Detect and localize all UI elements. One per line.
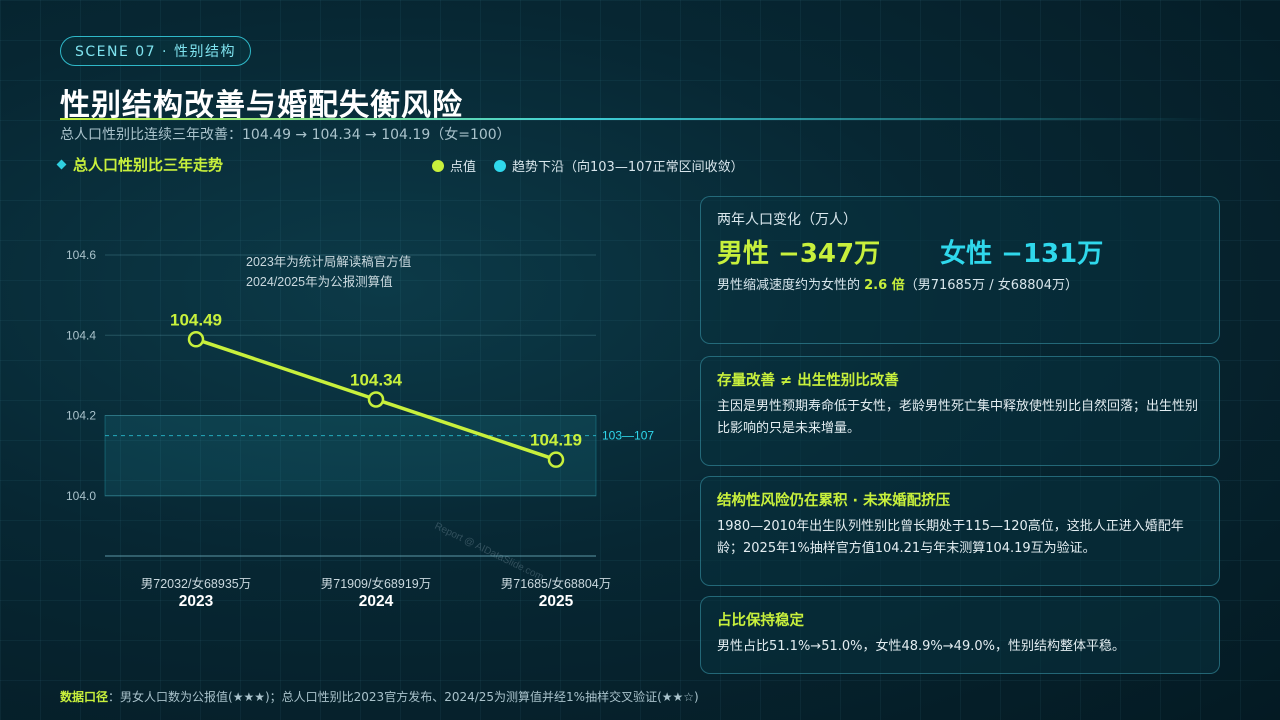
population-change-card: 两年人口变化（万人） 男性 −347万 女性 −131万 男性缩减速度约为女性的… — [700, 196, 1220, 344]
chart-annotation: 2024/2025年为公报测算值 — [246, 274, 393, 289]
card-body: 男性占比51.1%→51.0%，女性48.9%→49.0%，性别结构整体平稳。 — [717, 639, 1125, 654]
data-point — [367, 391, 385, 408]
data-label: 104.34 — [350, 370, 403, 389]
x-tick-sublabel: 男71685/女68804万 — [501, 576, 612, 591]
watermark-text: Report @ AIDataSlide.com — [433, 521, 545, 583]
page-subtitle: 总人口性别比连续三年改善：104.49 → 104.34 → 104.19（女=… — [60, 127, 511, 143]
stock-improvement-card: 存量改善 ≠ 出生性别比改善 主因是男性预期寿命低于女性，老龄男性死亡集中释放使… — [700, 356, 1220, 466]
change-figures: 男性 −347万 女性 −131万 — [717, 233, 1203, 270]
card-body: 1980—2010年出生队列性别比曾长期处于115—120高位，这批人正进入婚配… — [717, 519, 1184, 556]
card-title: 占比保持稳定 — [717, 613, 804, 629]
y-tick-label: 104.0 — [66, 489, 96, 503]
marriage-squeeze-card: 结构性风险仍在累积 · 未来婚配挤压 1980—2010年出生队列性别比曾长期处… — [700, 476, 1220, 586]
x-tick-label: 2023 — [179, 593, 214, 610]
share-stable-card: 占比保持稳定 男性占比51.1%→51.0%，女性48.9%→49.0%，性别结… — [700, 596, 1220, 674]
legend-label: 趋势下沿（向103—107正常区间收敛） — [512, 160, 744, 175]
note-text: 男性缩减速度约为女性的 — [717, 278, 865, 293]
scene-badge: SCENE 07 · 性别结构 — [60, 36, 251, 66]
card-title: 存量改善 ≠ 出生性别比改善 — [717, 373, 899, 389]
title-divider — [60, 118, 1210, 120]
legend-item-points: 点值 — [432, 156, 476, 175]
chart-legend: 点值 趋势下沿（向103—107正常区间收敛） — [432, 156, 752, 175]
card-heading: 两年人口变化（万人） — [717, 212, 857, 228]
card-title: 结构性风险仍在累积 · 未来婚配挤压 — [717, 493, 951, 509]
data-point — [547, 451, 565, 468]
female-change: 女性 −131万 — [940, 239, 1104, 269]
x-tick-sublabel: 男72032/女68935万 — [141, 576, 252, 591]
legend-label: 点值 — [450, 160, 477, 175]
y-tick-label: 104.6 — [66, 248, 96, 262]
data-point — [187, 331, 205, 348]
legend-dot-icon — [494, 159, 507, 172]
footnote-label: 数据口径 — [60, 690, 109, 704]
card-body: 主因是男性预期寿命低于女性，老龄男性死亡集中释放使性别比自然回落；出生性别比影响… — [717, 399, 1199, 436]
sex-ratio-line-chart: 104.0 104.2 104.4 104.6 103—107 2023年为统计局解读稿官… — [66, 248, 654, 610]
x-tick-label: 2025 — [539, 593, 574, 610]
data-footnote: 数据口径：男女人口数为公报值(★★★)；总人口性别比2023官方发布、2024/… — [60, 688, 699, 705]
x-tick-sublabel: 男71909/女68919万 — [321, 576, 432, 591]
ratio-highlight: 2.6 倍 — [864, 278, 905, 293]
data-label: 104.49 — [170, 310, 222, 329]
chart-section-heading: 总人口性别比三年走势 — [56, 154, 224, 175]
x-tick-label: 2024 — [359, 593, 394, 610]
chart-section-title: 总人口性别比三年走势 — [73, 156, 224, 174]
change-note: 男性缩减速度约为女性的 2.6 倍（男71685万 / 女68804万） — [717, 274, 1203, 293]
normal-range-band — [104, 415, 597, 497]
y-tick-label: 104.2 — [66, 409, 96, 423]
y-tick-label: 104.4 — [66, 328, 96, 342]
page-title: 性别结构改善与婚配失衡风险 — [60, 88, 463, 123]
band-label: 103—107 — [602, 429, 654, 443]
male-change: 男性 −347万 — [717, 239, 881, 269]
footnote-text: ：男女人口数为公报值(★★★)；总人口性别比2023官方发布、2024/25为测… — [108, 690, 699, 704]
note-text: （男71685万 / 女68804万） — [904, 278, 1079, 293]
data-label: 104.19 — [530, 431, 582, 450]
chart-annotation: 2023年为统计局解读稿官方值 — [246, 254, 411, 269]
legend-item-trend: 趋势下沿（向103—107正常区间收敛） — [494, 156, 744, 175]
legend-dot-icon — [432, 159, 444, 172]
